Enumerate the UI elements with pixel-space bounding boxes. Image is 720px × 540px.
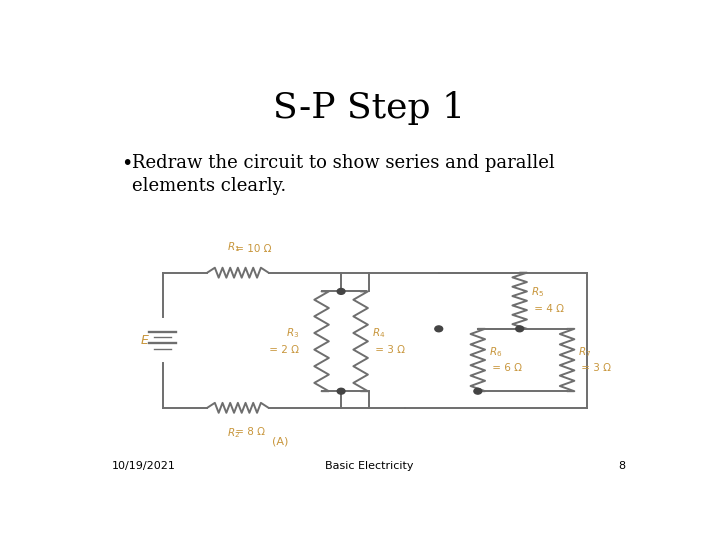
Text: •: • — [121, 154, 132, 173]
Text: $R_3$: $R_3$ — [286, 326, 300, 340]
Text: = 10 Ω: = 10 Ω — [233, 244, 271, 254]
Circle shape — [337, 288, 345, 294]
Text: = 3 Ω: = 3 Ω — [372, 345, 405, 355]
Circle shape — [435, 326, 443, 332]
Text: Basic Electricity: Basic Electricity — [325, 462, 413, 471]
Text: = 6 Ω: = 6 Ω — [489, 363, 522, 373]
Text: = 4 Ω: = 4 Ω — [531, 304, 564, 314]
Text: E: E — [140, 334, 148, 347]
Text: $R_5$: $R_5$ — [531, 286, 544, 299]
Text: = 2 Ω: = 2 Ω — [266, 345, 300, 355]
Text: $R_4$: $R_4$ — [372, 326, 385, 340]
Text: 8: 8 — [618, 462, 626, 471]
Text: 10/19/2021: 10/19/2021 — [112, 462, 176, 471]
Circle shape — [337, 388, 345, 394]
Text: Redraw the circuit to show series and parallel: Redraw the circuit to show series and pa… — [132, 154, 554, 172]
Text: = 8 Ω: = 8 Ω — [233, 427, 265, 436]
Text: $R_2$: $R_2$ — [227, 427, 240, 440]
Text: (A): (A) — [271, 437, 288, 447]
Text: S-P Step 1: S-P Step 1 — [273, 91, 465, 125]
Circle shape — [516, 326, 523, 332]
Text: elements clearly.: elements clearly. — [132, 177, 286, 195]
Text: $R_1$: $R_1$ — [227, 240, 240, 254]
Circle shape — [474, 388, 482, 394]
Text: $R_6$: $R_6$ — [489, 345, 503, 359]
Text: $R_7$: $R_7$ — [578, 345, 591, 359]
Text: = 3 Ω: = 3 Ω — [578, 363, 611, 373]
